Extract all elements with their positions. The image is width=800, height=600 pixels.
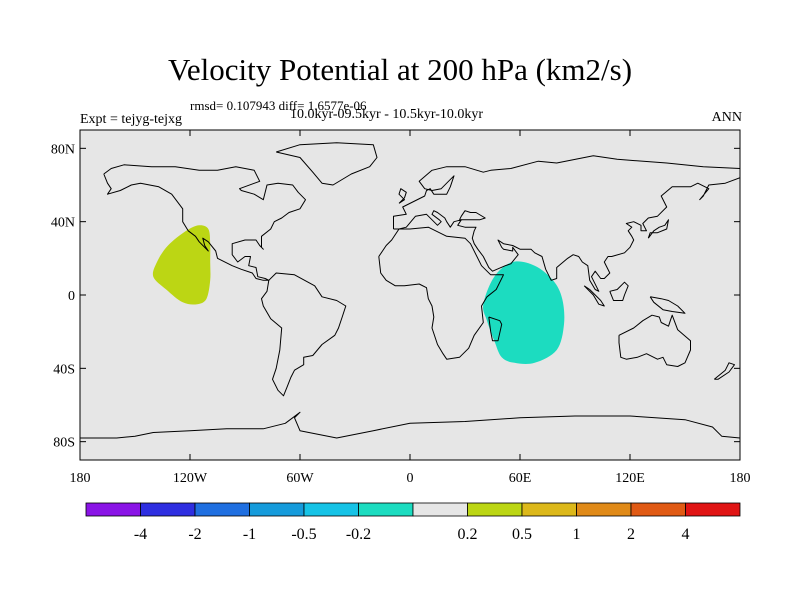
colorbar-label: 2 bbox=[627, 526, 635, 543]
coastline-4 bbox=[488, 316, 503, 342]
colorbar-label: -0.5 bbox=[291, 526, 316, 543]
experiment-label: Expt = tejyg-tejxg bbox=[80, 112, 182, 127]
colorbar-label: 1 bbox=[573, 526, 581, 543]
colorbar-swatch bbox=[85, 502, 141, 517]
stats-subtitle: rmsd= 0.107943 diff= 1.6577e-06 bbox=[190, 98, 367, 113]
coastline-2 bbox=[276, 142, 378, 186]
coastline-8 bbox=[398, 188, 407, 204]
colorbar-label: -1 bbox=[243, 526, 256, 543]
colorbar-label: -2 bbox=[188, 526, 201, 543]
coastline-15 bbox=[80, 411, 740, 439]
colorbar-label: -4 bbox=[134, 526, 147, 543]
colorbar-swatch bbox=[358, 502, 414, 517]
x-tick-label: 120E bbox=[615, 471, 645, 486]
colorbar-swatch bbox=[303, 502, 359, 517]
x-tick-label: 60W bbox=[286, 471, 314, 486]
coastline-0 bbox=[103, 164, 306, 281]
coastline-12 bbox=[649, 296, 686, 314]
x-tick-label: 0 bbox=[407, 471, 414, 486]
colorbar: -4 -2 -1 -0.5 -0.2 0.2 0.5 1 2 4 bbox=[85, 502, 741, 543]
coastline-3 bbox=[378, 226, 504, 360]
x-tick-label: 120W bbox=[173, 471, 208, 486]
colorbar-swatch bbox=[194, 502, 250, 517]
axis-layer: 180 120W 60W 0 60E 120E 180 80N 40N 0 40S 80S bbox=[51, 130, 751, 486]
y-tick-label: 80N bbox=[51, 142, 75, 157]
y-tick-label: 40S bbox=[53, 362, 75, 377]
coastline-14 bbox=[713, 362, 735, 380]
anomaly-indian-ocean-negative bbox=[483, 261, 565, 365]
y-tick-label: 0 bbox=[68, 289, 75, 304]
colorbar-swatch bbox=[685, 502, 741, 517]
coastline-6 bbox=[393, 177, 740, 292]
colorbar-swatch bbox=[630, 502, 686, 517]
coastline-1 bbox=[261, 272, 347, 397]
x-tick-label: 60E bbox=[509, 471, 532, 486]
coastline-5 bbox=[393, 155, 740, 229]
colorbar-label: 4 bbox=[682, 526, 690, 543]
coastline-layer bbox=[80, 142, 740, 439]
x-tick-label: 180 bbox=[70, 471, 91, 486]
colorbar-swatch bbox=[576, 502, 632, 517]
colorbar-swatch bbox=[521, 502, 577, 517]
colorbar-swatch bbox=[412, 502, 468, 517]
colorbar-label: 0.2 bbox=[458, 526, 478, 543]
anomaly-eastern-pacific-positive bbox=[152, 225, 211, 305]
period-subtitle: 10.0kyr-09.5kyr - 10.5kyr-10.0kyr bbox=[290, 107, 484, 122]
anomaly-layer bbox=[152, 225, 565, 365]
colorbar-swatch bbox=[249, 502, 305, 517]
coastline-9 bbox=[647, 219, 669, 239]
y-tick-label: 80S bbox=[53, 436, 75, 451]
season-label: ANN bbox=[711, 110, 742, 125]
coastline-7 bbox=[459, 210, 486, 221]
colorbar-swatch bbox=[140, 502, 196, 517]
chart-title: Velocity Potential at 200 hPa (km2/s) bbox=[167, 52, 633, 87]
colorbar-label: -0.2 bbox=[346, 526, 371, 543]
coastline-11 bbox=[609, 281, 629, 301]
colorbar-label: 0.5 bbox=[512, 526, 532, 543]
colorbar-swatch bbox=[467, 502, 523, 517]
coastline-10 bbox=[583, 285, 605, 307]
coastline-13 bbox=[618, 314, 691, 367]
y-tick-label: 40N bbox=[51, 216, 75, 231]
x-tick-label: 180 bbox=[730, 471, 751, 486]
